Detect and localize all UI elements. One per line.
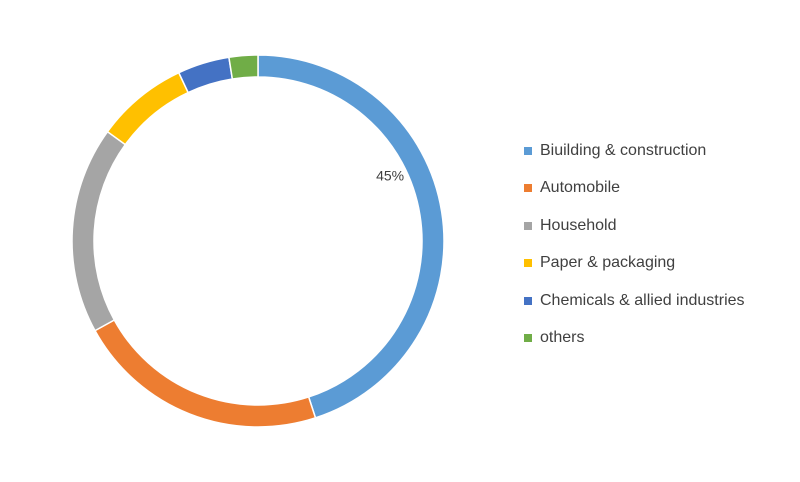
- legend-swatch: [524, 221, 532, 230]
- donut-slice: [93, 318, 317, 428]
- legend-item: Chemicals & allied industries: [524, 282, 745, 320]
- legend-label: Chemicals & allied industries: [540, 291, 745, 309]
- legend-swatch: [524, 184, 532, 193]
- legend-swatch: [524, 259, 532, 268]
- donut-slice: [257, 54, 445, 419]
- legend-item: Automobile: [524, 170, 745, 208]
- donut-slice: [106, 71, 190, 146]
- slice-data-label: 45%: [376, 168, 404, 184]
- legend-swatch: [524, 146, 532, 155]
- legend-swatch: [524, 296, 532, 305]
- donut-slice: [228, 54, 259, 80]
- legend-item: Household: [524, 207, 745, 245]
- legend-item: Biuilding & construction: [524, 132, 745, 170]
- donut-slice: [71, 130, 127, 332]
- legend-label: Household: [540, 216, 617, 234]
- legend-label: Automobile: [540, 179, 621, 197]
- legend-item: others: [524, 320, 745, 358]
- legend-label: Paper & packaging: [540, 254, 676, 272]
- legend-label: Biuilding & construction: [540, 141, 707, 159]
- donut-slice: [177, 56, 234, 94]
- legend-swatch: [524, 334, 532, 343]
- legend-label: others: [540, 329, 585, 347]
- legend: Biuilding & construction Automobile Hous…: [524, 132, 745, 357]
- legend-item: Paper & packaging: [524, 245, 745, 283]
